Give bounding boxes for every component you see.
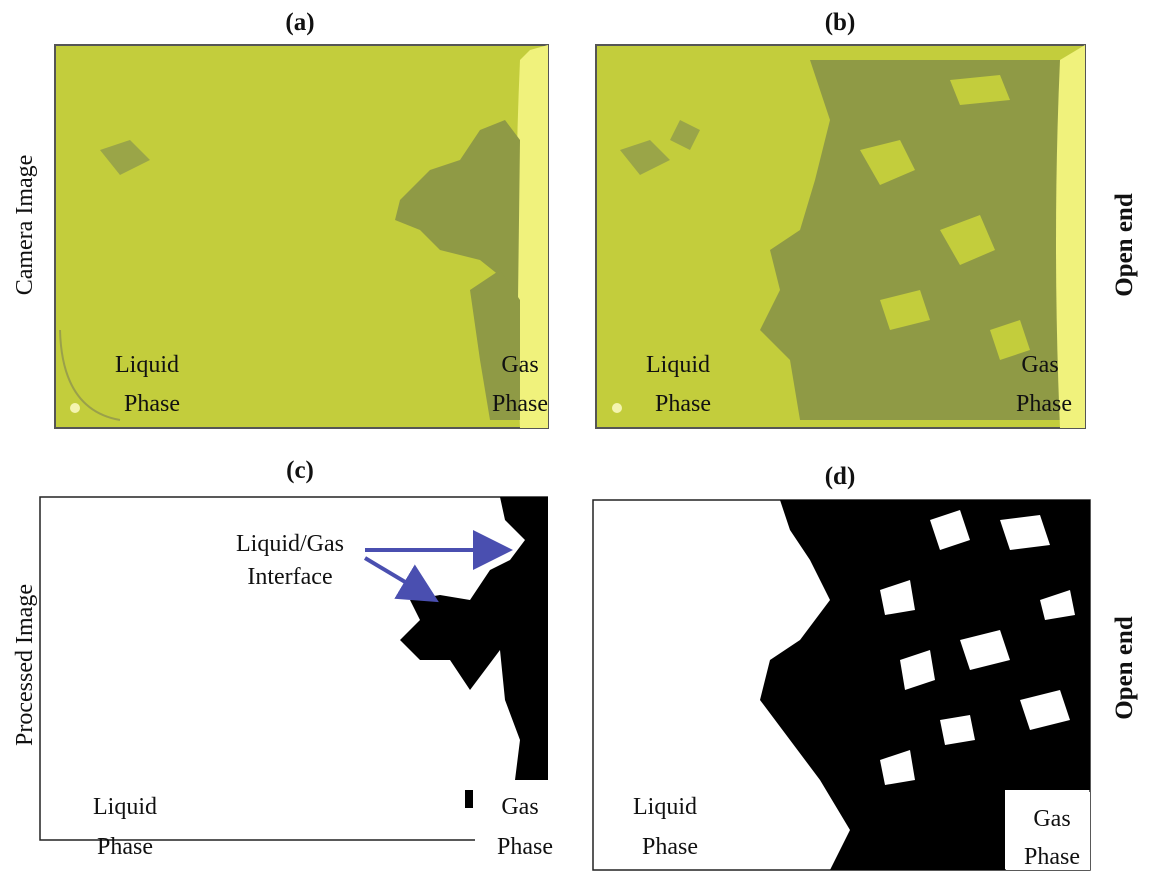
gas-label: Phase [497, 834, 553, 860]
liquid-label: Liquid [633, 794, 697, 820]
row-label: Camera Image [12, 155, 38, 296]
gas-label: Gas [1021, 352, 1058, 378]
side-label: Open end [1111, 616, 1138, 720]
panel-label: (c) [286, 457, 314, 484]
panel-label: (b) [825, 9, 856, 36]
arrow [365, 558, 432, 598]
gas-label: Phase [492, 391, 548, 417]
figure: (a) (b) (c) (d) Camera Image Processed I… [0, 0, 1150, 873]
side-label: Open end [1111, 193, 1138, 297]
liquid-label: Phase [642, 834, 698, 860]
gas-label: Gas [501, 352, 538, 378]
gas-label: Gas [1033, 806, 1070, 832]
gas-label: Phase [1024, 844, 1080, 870]
gas-label: Gas [501, 794, 538, 820]
panel-label: (a) [285, 9, 314, 36]
liquid-label: Phase [97, 834, 153, 860]
liquid-label: Liquid [646, 352, 710, 378]
gas-label: Phase [1016, 391, 1072, 417]
annotation: Interface [247, 564, 332, 590]
liquid-label: Phase [655, 391, 711, 417]
liquid-label: Liquid [115, 352, 179, 378]
liquid-label: Liquid [93, 794, 157, 820]
annotation: Liquid/Gas [236, 531, 344, 557]
panel-label: (d) [825, 463, 856, 490]
row-label: Processed Image [12, 584, 38, 746]
liquid-label: Phase [124, 391, 180, 417]
